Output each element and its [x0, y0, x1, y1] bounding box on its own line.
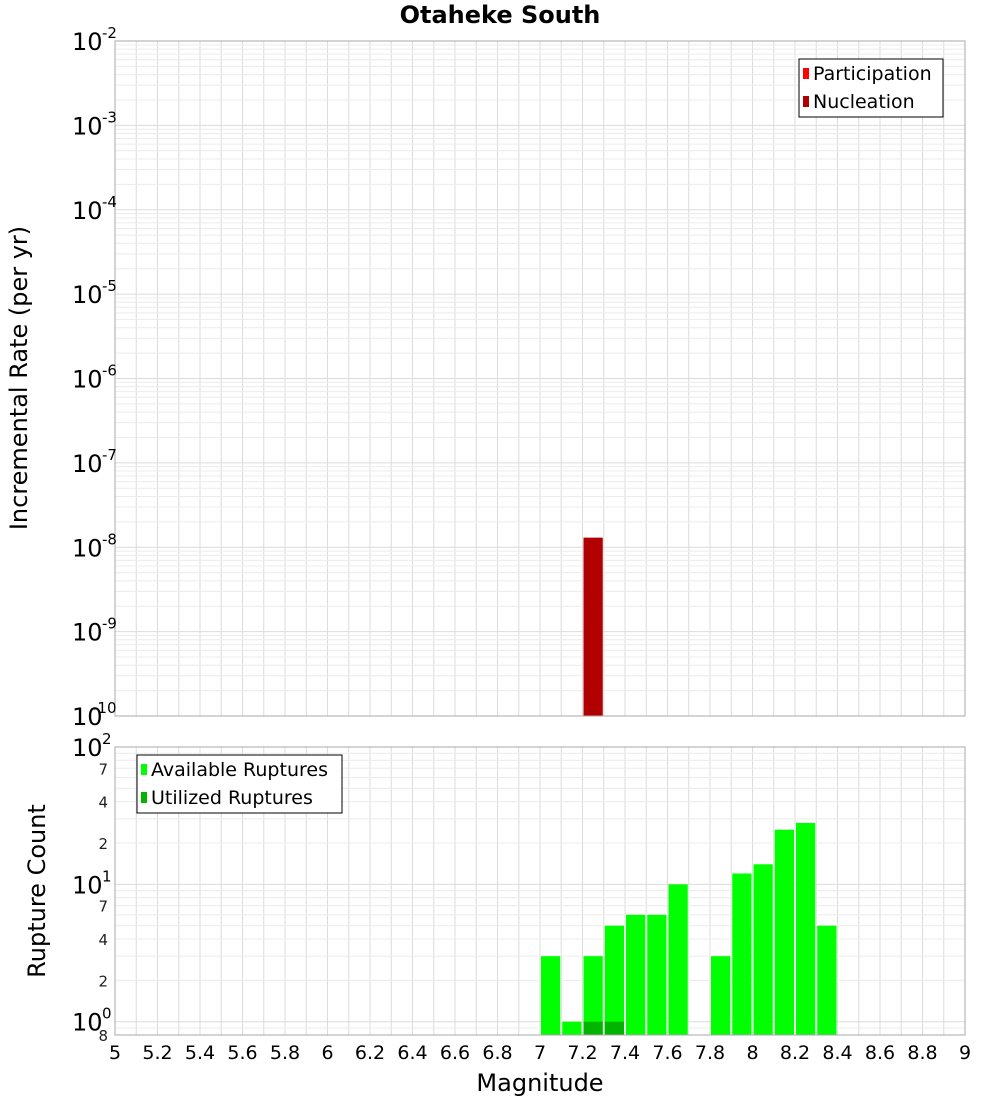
top-y-tick-exponent: -3	[102, 108, 117, 126]
chart-title: Otaheke South	[400, 1, 601, 29]
x-tick-label: 6.2	[355, 1042, 385, 1064]
top-y-tick-label: 10	[72, 28, 103, 56]
bottom-legend-box	[136, 754, 343, 814]
bottom-bar-available-ruptures	[711, 956, 731, 1035]
top-y-tick-label: 10	[72, 197, 103, 225]
top-y-tick-exponent: -2	[102, 24, 117, 42]
top-plot-area: 10-210-310-410-510-610-710-810 -910-10Par…	[72, 24, 966, 731]
bottom-legend-swatch	[141, 764, 147, 775]
bottom-bar-available-ruptures	[774, 829, 794, 1035]
x-tick-label: 5.4	[185, 1042, 215, 1064]
top-legend: Participation Nucleation	[798, 58, 944, 118]
top-y-tick-label: 10	[72, 619, 103, 647]
top-y-tick-label: 10	[72, 703, 103, 731]
x-tick-label: 7.4	[610, 1042, 640, 1064]
bottom-bar-available-ruptures	[604, 925, 624, 1035]
bottom-bar-available-ruptures	[647, 914, 667, 1035]
x-tick-label: 6.4	[397, 1042, 427, 1064]
top-legend-swatch	[803, 68, 809, 79]
top-legend-label: Participation	[813, 63, 932, 85]
bottom-y-minor-label: 2	[98, 835, 108, 853]
bottom-bar-available-ruptures	[732, 873, 752, 1035]
x-tick-label: 8.8	[907, 1042, 937, 1064]
bottom-bar-utilized-ruptures	[604, 1021, 624, 1035]
bottom-y-tick-exponent: 1	[102, 867, 112, 885]
top-y-tick-exponent: -7	[102, 446, 117, 464]
bottom-y-tick-exponent: 2	[102, 730, 112, 748]
top-y-tick-exponent: -6	[102, 362, 117, 380]
top-y-tick-label: 10	[72, 450, 103, 478]
x-axis-label: Magnitude	[476, 1069, 603, 1097]
x-tick-label: 5.8	[270, 1042, 300, 1064]
bottom-y-minor-label: 7	[98, 760, 108, 778]
top-y-tick-exponent: -8	[102, 530, 117, 548]
bottom-bar-available-ruptures	[753, 864, 773, 1035]
x-tick-label: 7.2	[567, 1042, 597, 1064]
x-tick-label: 6.8	[482, 1042, 512, 1064]
bottom-bar-available-ruptures	[562, 1021, 582, 1035]
bottom-y-minor-label: 8	[98, 1027, 108, 1045]
bottom-y-tick-exponent: 0	[102, 1005, 112, 1023]
x-tick-label: 5	[109, 1042, 121, 1064]
bottom-y-minor-label: 2	[98, 972, 108, 990]
bottom-y-minor-label: 7	[98, 898, 108, 916]
x-tick-label: 7.8	[695, 1042, 725, 1064]
x-tick-label: 5.6	[227, 1042, 257, 1064]
bottom-bar-available-ruptures	[541, 956, 561, 1035]
top-y-axis-label: Incremental Rate (per yr)	[5, 226, 33, 530]
bottom-legend-label: Available Ruptures	[151, 759, 328, 781]
top-y-tick-label: 10	[72, 112, 103, 140]
bottom-bar-available-ruptures	[626, 914, 646, 1035]
x-tick-label: 9	[959, 1042, 971, 1064]
top-legend-label: Nucleation	[813, 91, 915, 113]
bottom-bar-available-ruptures	[796, 822, 816, 1035]
top-y-tick-label: 10	[72, 366, 103, 394]
bottom-bar-available-ruptures	[668, 884, 688, 1035]
bottom-legend-swatch	[141, 792, 147, 803]
bottom-plot-frame	[114, 746, 966, 1036]
top-y-tick-label: 10	[72, 534, 103, 562]
bottom-y-minor-label: 4	[98, 931, 108, 949]
bottom-bar-available-ruptures	[817, 925, 837, 1035]
top-y-tick-exponent: -10	[92, 699, 117, 717]
x-tick-label: 6.6	[440, 1042, 470, 1064]
top-y-tick-exponent: -4	[102, 193, 117, 211]
x-tick-label: 7.6	[652, 1042, 682, 1064]
top-y-tick-exponent: -5	[102, 277, 117, 295]
bottom-y-tick-label: 10	[72, 1009, 103, 1037]
top-legend-box	[798, 58, 944, 118]
bottom-y-minor-label: 4	[98, 794, 108, 812]
bottom-bar-available-ruptures	[583, 956, 603, 1035]
bottom-bar-utilized-ruptures	[583, 1021, 603, 1035]
top-plot-frame	[114, 40, 966, 717]
bottom-y-axis-label: Rupture Count	[23, 804, 51, 978]
bottom-y-tick-label: 10	[72, 734, 103, 762]
top-legend-swatch	[803, 96, 809, 107]
x-tick-label: 8.2	[780, 1042, 810, 1064]
x-tick-label: 8.4	[822, 1042, 852, 1064]
x-tick-label: 7	[534, 1042, 546, 1064]
top-y-tick-label: 10	[72, 281, 103, 309]
bottom-y-tick-label: 10	[72, 871, 103, 899]
x-tick-label: 8	[746, 1042, 758, 1064]
x-tick-label: 8.6	[865, 1042, 895, 1064]
top-y-tick-exponent: -9	[102, 615, 117, 633]
x-tick-label: 5.2	[142, 1042, 172, 1064]
top-bar-nucleation	[583, 537, 603, 716]
x-tick-label: 6	[321, 1042, 333, 1064]
bottom-legend-label: Utilized Ruptures	[151, 787, 313, 809]
bottom-legend: Available Ruptures Utilized Ruptures	[136, 754, 343, 814]
